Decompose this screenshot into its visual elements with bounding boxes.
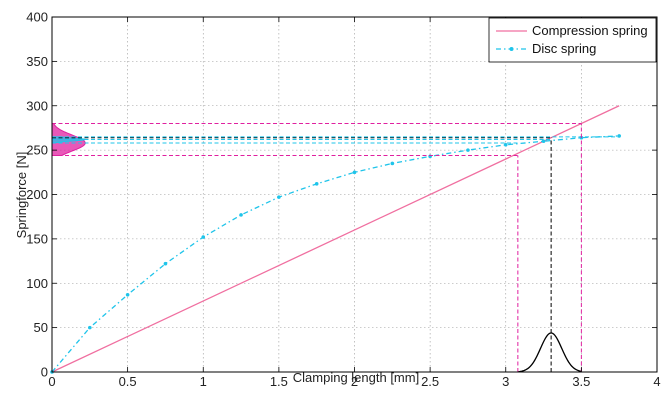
legend: Compression spring Disc spring: [488, 17, 657, 63]
x-tick-label: 3.5: [572, 374, 590, 389]
y-tick-label: 150: [26, 231, 48, 246]
legend-box: [488, 17, 657, 63]
y-tick-label: 0: [41, 365, 48, 380]
y-tick-label: 300: [26, 98, 48, 113]
x-tick-label: 4: [653, 374, 660, 389]
y-tick-label: 50: [34, 320, 48, 335]
legend-marker-disc-spring: [509, 47, 514, 51]
y-tick-label: 250: [26, 143, 48, 158]
x-tick-label: 1.5: [270, 374, 288, 389]
x-axis-label: Clamping length [mm]: [293, 370, 419, 385]
data-point-disc-spring: [503, 143, 508, 147]
y-tick-label: 200: [26, 187, 48, 202]
data-point-disc-spring: [390, 161, 395, 166]
axes-frame: [51, 16, 658, 373]
x-tick-label: 2.5: [421, 374, 439, 389]
x-tick-label: 0: [48, 374, 55, 389]
x-tick-label: 1: [200, 374, 207, 389]
data-point-disc-spring: [163, 261, 168, 266]
legend-label-disc-spring: Disc spring: [532, 41, 596, 56]
data-point-disc-spring: [201, 235, 206, 239]
data-point-disc-spring: [541, 139, 546, 144]
grid: [52, 17, 657, 372]
x-tick-label: 3: [502, 374, 509, 389]
data-point-disc-spring: [125, 292, 130, 297]
series-line-disc-spring: [51, 135, 620, 373]
data-point-disc-spring: [314, 182, 319, 186]
y-axis-label: Springforce [N]: [14, 152, 29, 239]
tick-labels: 0 0.5 1 1.5 2 2.5 3 3.5 4 0 50 100 150 200 250 300 350 40…: [26, 10, 660, 390]
y-tick-label: 350: [26, 54, 48, 69]
clamping-length-distribution: [517, 332, 582, 373]
data-point-disc-spring: [466, 148, 470, 152]
series-line-compression-spring: [51, 105, 620, 373]
data-point-disc-spring: [352, 170, 357, 175]
data-point-disc-spring: [239, 213, 243, 217]
data-point-disc-spring: [88, 325, 92, 330]
data-point-disc-spring: [277, 195, 281, 199]
y-tick-label: 100: [26, 276, 48, 291]
legend-label-compression-spring: Compression spring: [532, 23, 648, 38]
x-tick-label: 2: [351, 374, 358, 389]
x-tick-label: 0.5: [119, 374, 137, 389]
y-tick-label: 400: [26, 10, 48, 25]
tolerance-lines: [52, 123, 620, 372]
series-lines: [50, 105, 621, 374]
